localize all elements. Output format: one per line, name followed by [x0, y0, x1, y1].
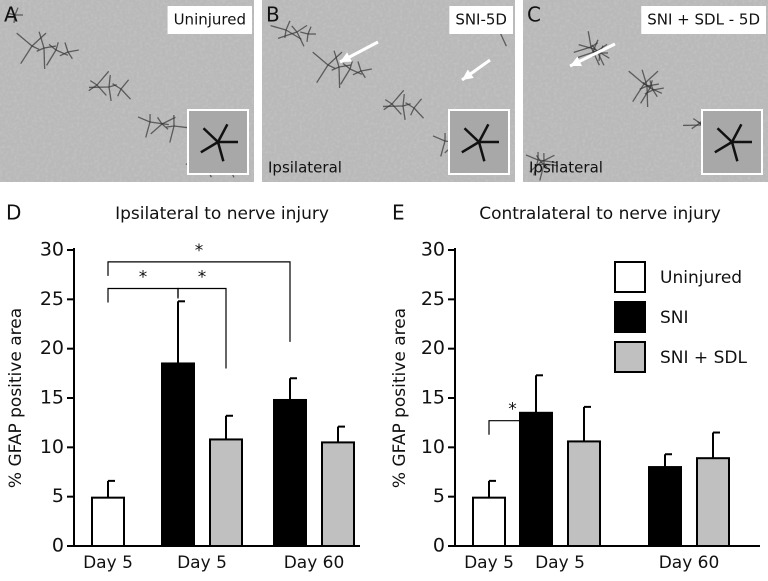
- bar: [473, 498, 505, 546]
- panel-label: Uninjured: [174, 11, 246, 29]
- legend-swatch: [615, 262, 645, 292]
- panel-label: SNI + SDL - 5D: [647, 11, 760, 29]
- x-tick-label: Day 60: [659, 553, 720, 573]
- bar: [274, 400, 306, 546]
- panel-letter: A: [4, 3, 18, 27]
- astrocyte-process: [647, 86, 648, 107]
- chart-title: Ipsilateral to nerve injury: [115, 204, 329, 224]
- x-tick-label: Day 5: [177, 553, 227, 573]
- significance-bracket: [178, 288, 226, 368]
- y-axis-label: % GFAP positive area: [390, 308, 410, 488]
- y-tick-label: 30: [421, 239, 445, 261]
- panel-letter: C: [527, 3, 541, 27]
- bar: [322, 442, 354, 546]
- legend-label: Uninjured: [660, 268, 742, 288]
- bar: [697, 458, 729, 546]
- x-tick-label: Day 5: [464, 553, 514, 573]
- panel-letter: E: [392, 201, 405, 225]
- y-tick-label: 15: [40, 387, 64, 409]
- significance-label: *: [139, 267, 148, 287]
- y-tick-label: 20: [421, 337, 445, 359]
- x-tick-label: Day 5: [535, 553, 585, 573]
- bar: [210, 439, 242, 546]
- significance-bracket: [108, 288, 178, 302]
- panel-letter: B: [266, 3, 280, 27]
- y-tick-label: 20: [40, 337, 64, 359]
- astrocyte-process: [44, 48, 45, 69]
- panel-note: Ipsilateral: [268, 159, 342, 177]
- y-tick-label: 10: [40, 436, 64, 458]
- y-tick-label: 5: [433, 485, 445, 507]
- panel-note: Ipsilateral: [529, 159, 603, 177]
- y-tick-label: 0: [433, 535, 445, 557]
- significance-label: *: [195, 241, 204, 261]
- bar: [649, 467, 681, 546]
- y-tick-label: 25: [421, 288, 445, 310]
- significance-label: *: [198, 267, 207, 287]
- astrocyte-process: [339, 67, 340, 88]
- panel-label: SNI-5D: [455, 11, 507, 29]
- y-tick-label: 0: [52, 535, 64, 557]
- y-tick-label: 10: [421, 436, 445, 458]
- y-tick-label: 5: [52, 485, 64, 507]
- bar: [520, 413, 552, 546]
- bar: [162, 363, 194, 546]
- bar: [92, 498, 124, 546]
- legend-swatch: [615, 342, 645, 372]
- legend-label: SNI + SDL: [660, 348, 747, 368]
- panel-letter: D: [6, 201, 21, 225]
- y-tick-label: 30: [40, 239, 64, 261]
- legend-swatch: [615, 302, 645, 332]
- significance-label: *: [508, 400, 517, 420]
- y-tick-label: 25: [40, 288, 64, 310]
- y-axis-label: % GFAP positive area: [6, 308, 26, 488]
- x-tick-label: Day 60: [284, 553, 345, 573]
- x-tick-label: Day 5: [83, 553, 133, 573]
- chart-title: Contralateral to nerve injury: [479, 204, 721, 224]
- legend-label: SNI: [660, 308, 689, 328]
- y-tick-label: 15: [421, 387, 445, 409]
- bar: [568, 441, 600, 546]
